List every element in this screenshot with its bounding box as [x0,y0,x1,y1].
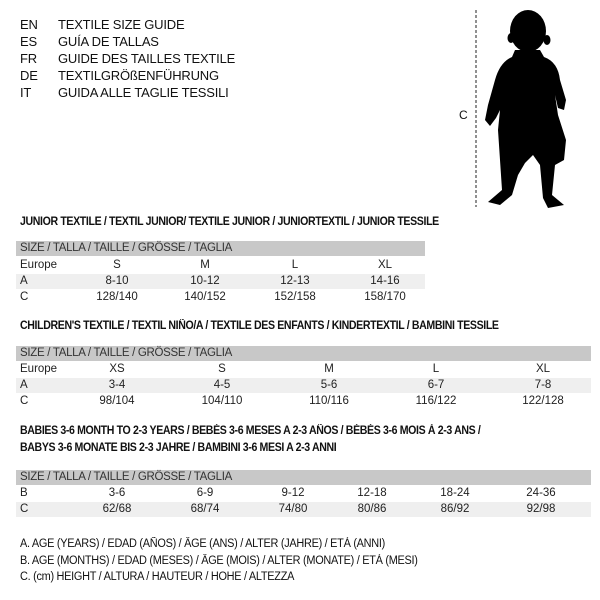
row-label: C [20,503,29,515]
table-row: A 8-10 10-12 12-13 14-16 [16,274,425,289]
language-code: DE [20,68,38,83]
babies-size-header: SIZE / TALLA / TAILLE / GRÖSSE / TAGLIA [16,470,591,485]
language-title: GUIDE DES TAILLES TEXTILE [58,51,236,66]
row-label: Europe [20,363,58,375]
language-title: TEXTILE SIZE GUIDE [58,17,185,32]
table-cell: 6-9 [196,487,214,499]
babies-title-line1: BABIES 3-6 MONTH TO 2-3 YEARS / BEBÉS 3-… [20,425,481,437]
table-row: C 98/104 104/110 110/116 116/122 122/128 [16,394,591,409]
table-row: C 128/140 140/152 152/158 158/170 [16,290,425,305]
table-cell: 18-24 [440,487,470,499]
table-cell: 5-6 [320,379,338,391]
table-cell: 8-10 [105,275,129,287]
table-cell: L [291,259,299,271]
table-cell: XS [109,363,125,375]
table-cell: 98/104 [99,395,135,407]
table-cell: 110/116 [309,395,349,407]
baby-silhouette-icon [475,10,566,208]
table-cell: 12-13 [280,275,310,287]
table-cell: 24-36 [526,487,556,499]
table-cell: 62/68 [102,503,132,515]
table-cell: 3-6 [108,487,126,499]
legend-a: A. AGE (YEARS) / EDAD (AÑOS) / ÂGE (ANS)… [20,538,386,550]
row-label: Europe [20,259,58,271]
table-row: C 62/68 68/74 74/80 80/86 86/92 92/98 [16,502,591,517]
table-cell: 92/98 [526,503,556,515]
table-cell: 140/152 [184,291,226,303]
table-cell: 86/92 [440,503,470,515]
language-title: GUÍA DE TALLAS [58,34,159,49]
language-code: FR [20,51,37,66]
babies-title-line2: BABYS 3-6 MONATE BIS 2-3 JAHRE / BAMBINI… [20,442,337,454]
table-cell: 4-5 [213,379,231,391]
table-cell: S [218,363,226,375]
table-cell: 6-7 [427,379,445,391]
junior-title: JUNIOR TEXTILE / TEXTIL JUNIOR/ TEXTILE … [20,216,439,228]
row-label: A [20,379,28,391]
row-label: C [20,291,29,303]
table-cell: 128/140 [96,291,138,303]
table-cell: 80/86 [357,503,387,515]
table-cell: XL [377,259,393,271]
language-code: EN [20,17,38,32]
table-row: Europe S M L XL [16,258,425,273]
table-cell: 14-16 [370,275,400,287]
table-cell: 68/74 [190,503,220,515]
table-cell: 122/128 [522,395,564,407]
table-cell: XL [535,363,551,375]
row-label: B [20,487,28,499]
legend-c: C. (cm) HEIGHT / ALTURA / HAUTEUR / HÖHE… [20,571,295,583]
table-cell: 158/170 [364,291,406,303]
table-cell: 10-12 [190,275,220,287]
table-row: B 3-6 6-9 9-12 12-18 18-24 24-36 [16,486,591,501]
legend-b: B. AGE (MONTHS) / EDAD (MESES) / ÂGE (MO… [20,555,418,567]
table-cell: 12-18 [357,487,387,499]
row-label: C [20,395,29,407]
table-cell: 9-12 [281,487,305,499]
height-measure-label: C [459,108,468,122]
language-title: TEXTILGRÖßENFÜHRUNG [58,68,219,83]
junior-size-header: SIZE / TALLA / TAILLE / GRÖSSE / TAGLIA [16,241,425,256]
table-cell: 152/158 [274,291,316,303]
children-size-header: SIZE / TALLA / TAILLE / GRÖSSE / TAGLIA [16,346,591,361]
table-cell: 104/110 [201,395,243,407]
children-title-text: CHILDREN'S TEXTILE / TEXTIL NIÑO/A / TEX… [20,320,499,332]
table-cell: M [324,363,334,375]
language-code: IT [20,85,32,100]
table-cell: M [200,259,210,271]
table-cell: L [432,363,440,375]
row-label: A [20,275,28,287]
language-title: GUIDA ALLE TAGLIE TESSILI [58,85,229,100]
table-cell: 74/80 [278,503,308,515]
table-cell: S [113,259,121,271]
language-code: ES [20,34,37,49]
table-row: Europe XS S M L XL [16,362,591,377]
table-row: A 3-4 4-5 5-6 6-7 7-8 [16,378,591,393]
table-cell: 3-4 [108,379,126,391]
table-cell: 116/122 [415,395,457,407]
table-cell: 7-8 [534,379,552,391]
children-title: CHILDREN'S TEXTILE / TEXTIL NIÑO/A / TEX… [20,320,499,332]
